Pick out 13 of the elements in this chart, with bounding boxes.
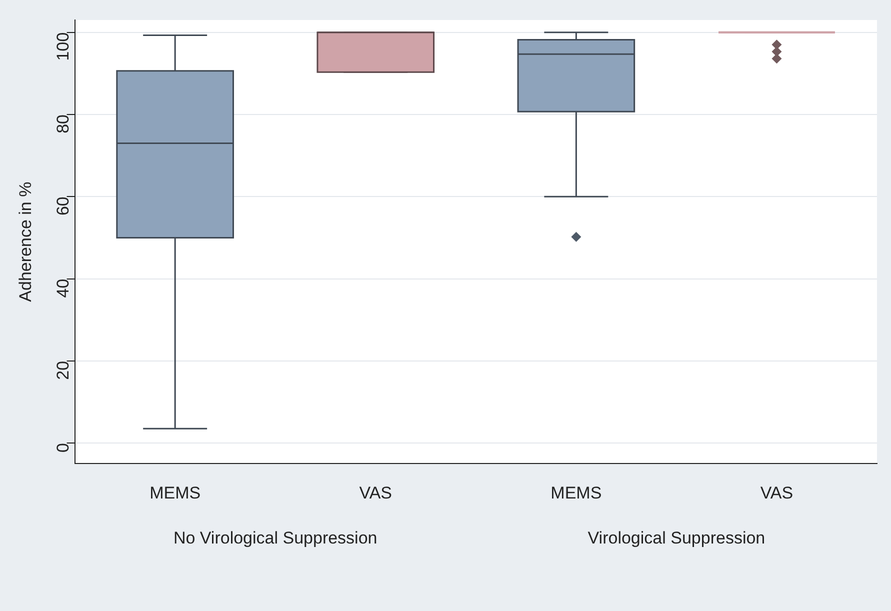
x-tick-label: MEMS [550,483,602,502]
x-tick-label: VAS [359,483,392,502]
y-tick-label: 20 [53,360,72,380]
x-tick-label: VAS [760,483,794,502]
x-tick-label: MEMS [150,483,201,502]
text: Virological Suppression [588,528,766,548]
y-tick-label: 80 [53,114,72,134]
y-tick-label: 60 [53,196,72,216]
text: No Virological Suppression [173,528,378,548]
y-tick-label: 100 [53,32,72,61]
y-tick-label: 0 [53,443,72,453]
y-tick-label: 40 [53,278,72,298]
y-axis-title: Adherence in % [16,182,35,302]
